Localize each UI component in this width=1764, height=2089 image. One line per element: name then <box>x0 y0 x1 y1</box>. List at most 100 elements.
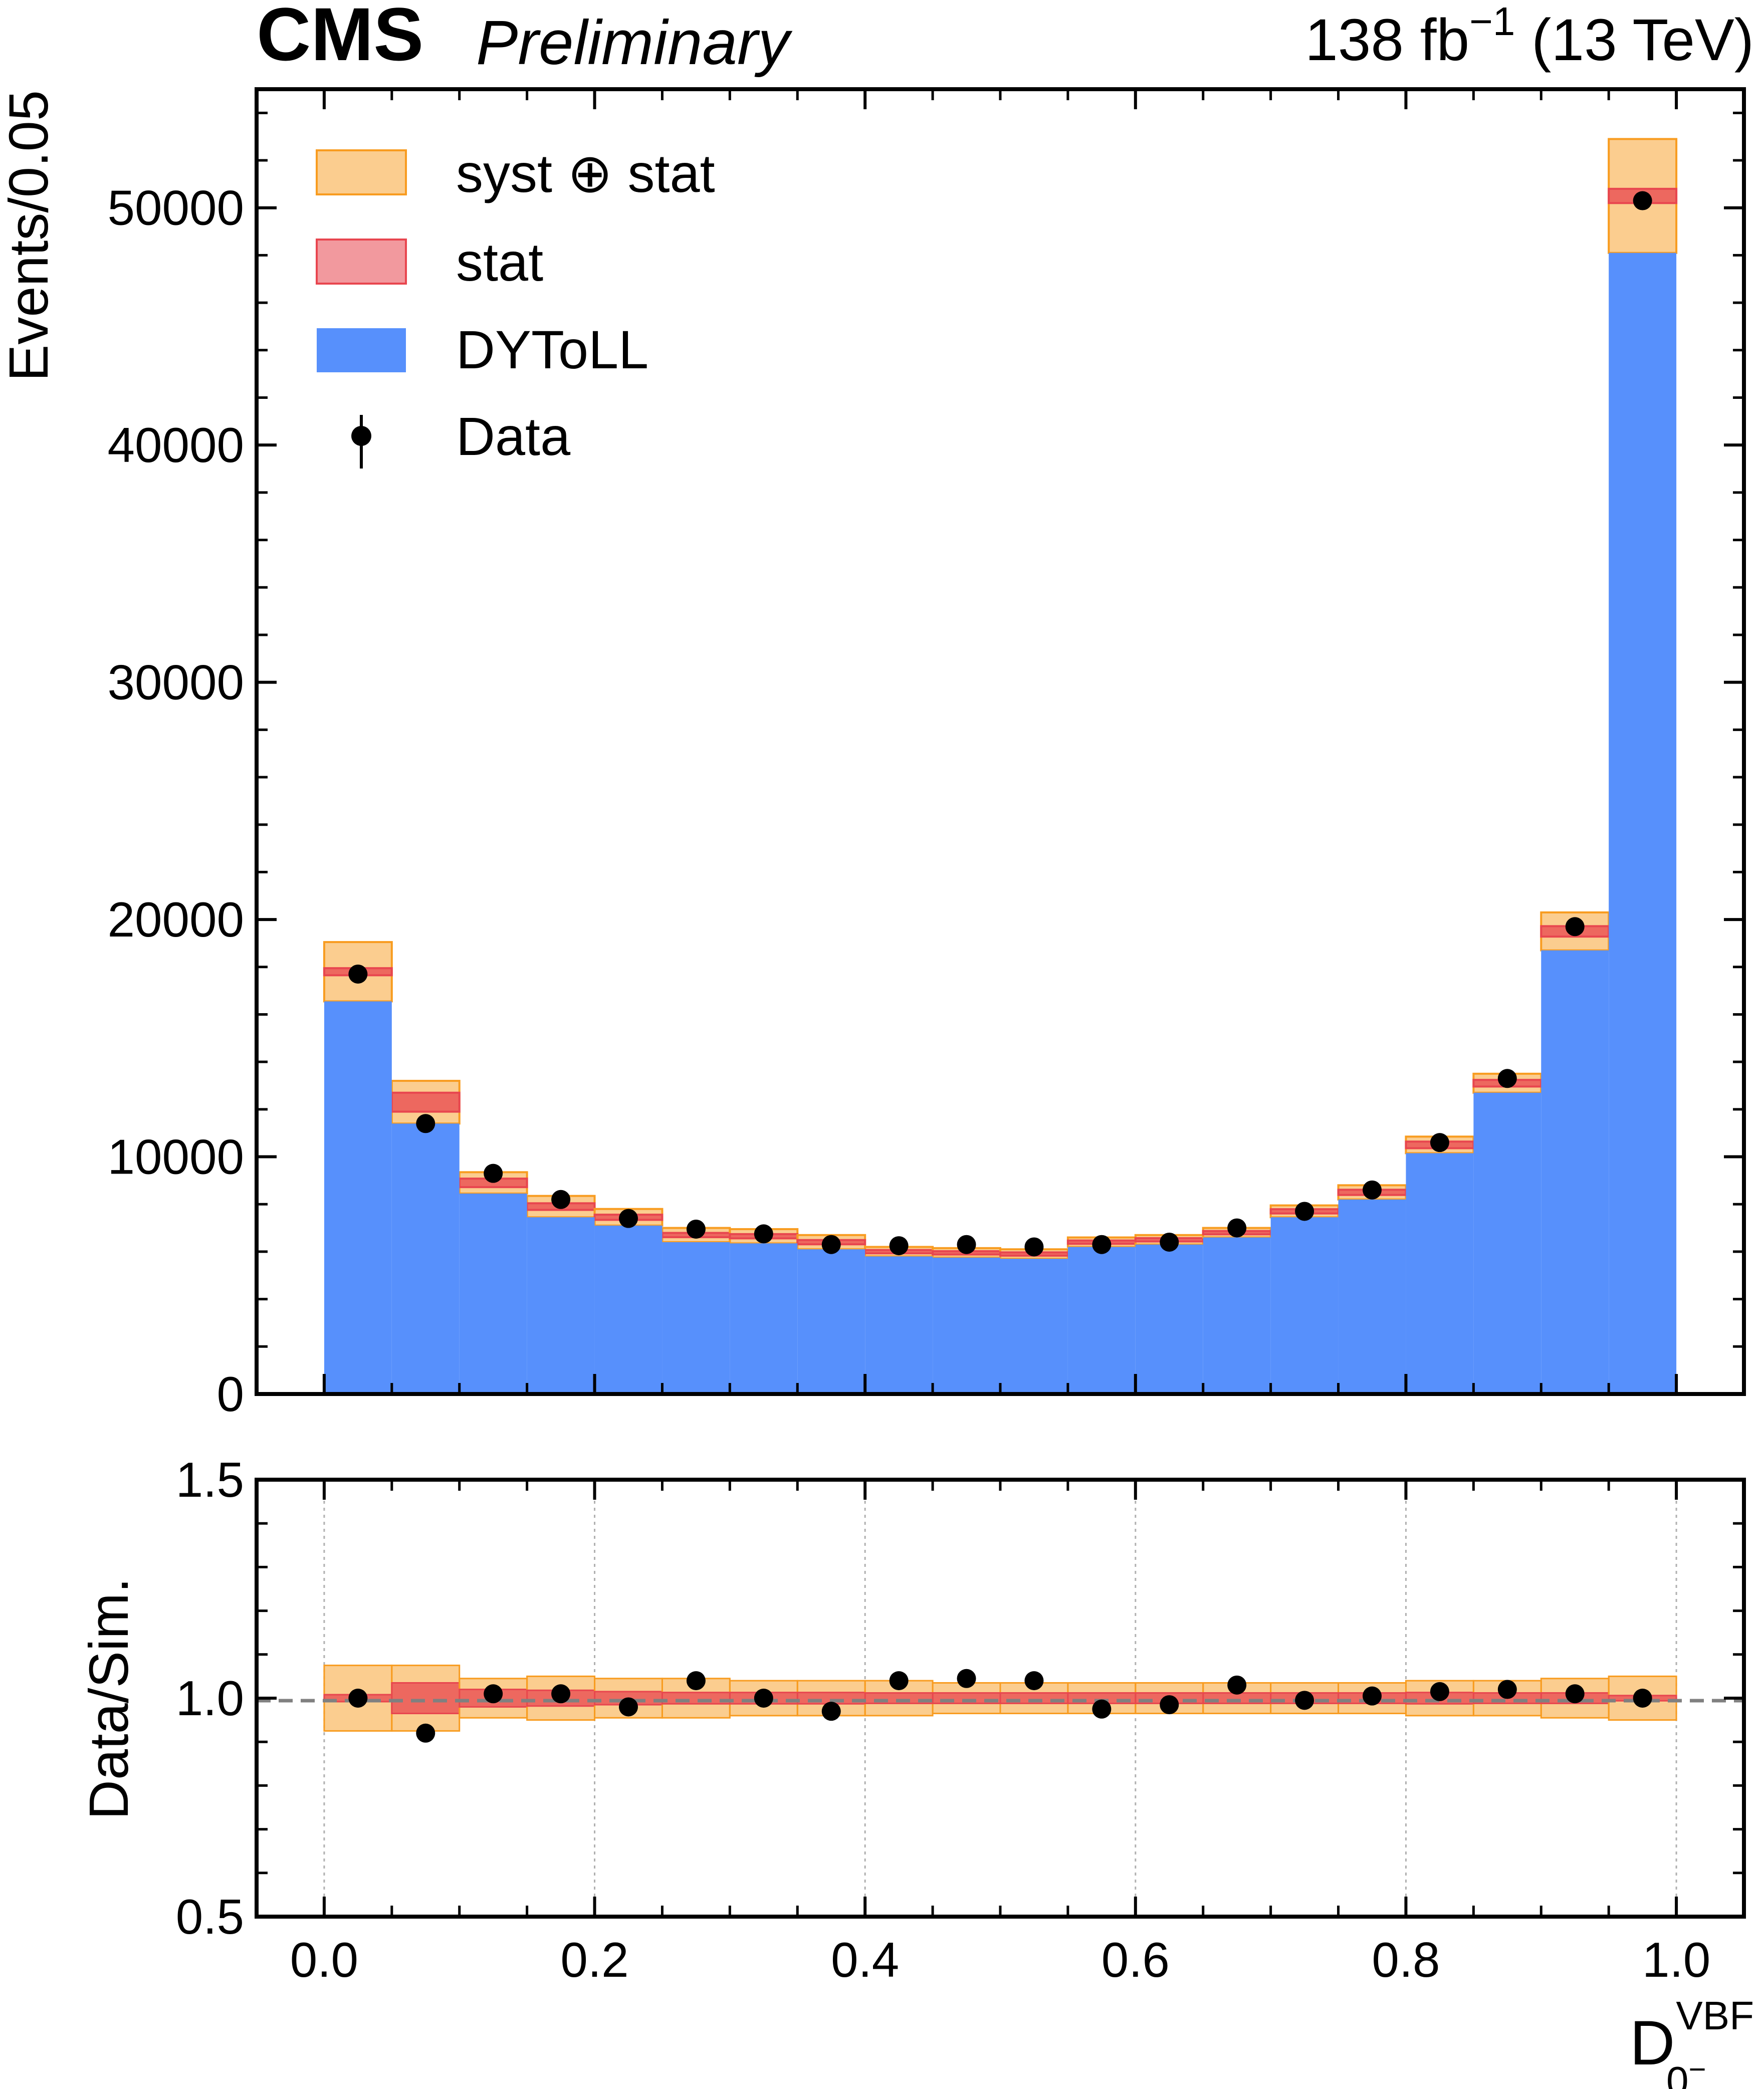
data-point <box>1295 1202 1314 1221</box>
ratio-data-point <box>957 1669 976 1688</box>
mc-bar <box>1067 1247 1136 1394</box>
ratio-y-tick-label: 0.5 <box>176 1889 244 1944</box>
ratio-data-point <box>484 1684 503 1704</box>
data-point <box>889 1236 909 1256</box>
data-point <box>1227 1218 1247 1238</box>
mc-bar <box>1000 1259 1068 1394</box>
ratio-y-tick-labels: 0.5 1.0 1.5 <box>176 1452 244 1944</box>
mc-bar <box>865 1256 933 1394</box>
data-point <box>416 1114 435 1133</box>
x-tick-label: 0.8 <box>1372 1932 1440 1987</box>
main-y-tick-label: 10000 <box>107 1129 244 1185</box>
mc-bar <box>391 1123 460 1394</box>
mc-bar <box>1473 1092 1541 1394</box>
ratio-data-point <box>416 1723 435 1743</box>
legend-data-marker <box>351 426 371 446</box>
ratio-data-point <box>1497 1680 1517 1699</box>
ratio-y-tick-label: 1.5 <box>176 1452 244 1507</box>
data-point <box>686 1219 706 1239</box>
mc-bar <box>1406 1153 1474 1394</box>
main-y-axis-title: Events/0.05 <box>0 90 60 381</box>
mc-bar <box>1541 950 1609 1394</box>
lumi-exponent: −1 <box>1469 0 1515 44</box>
lumi-energy: (13 TeV) <box>1515 7 1754 73</box>
data-point <box>1160 1232 1179 1252</box>
data-point <box>484 1164 503 1183</box>
data-point <box>1497 1069 1517 1088</box>
mc-bar <box>730 1243 798 1394</box>
legend-label-data: Data <box>456 406 571 467</box>
main-y-tick-label: 20000 <box>107 892 244 947</box>
luminosity-label: 138 fb−1 (13 TeV) <box>1305 0 1754 73</box>
legend-swatch-stat <box>316 239 407 285</box>
legend-swatch-syst-stat <box>316 149 407 195</box>
data-point <box>1633 191 1652 210</box>
data-point <box>348 964 368 984</box>
mc-bar <box>459 1193 527 1394</box>
cms-label: CMS <box>257 0 423 76</box>
data-points <box>348 191 1652 1257</box>
data-point <box>957 1235 976 1254</box>
stat-band-bin <box>390 1091 461 1113</box>
mc-bar <box>662 1242 730 1394</box>
x-tick-label: 0.0 <box>290 1932 358 1987</box>
main-y-tick-label: 0 <box>216 1366 244 1422</box>
data-point <box>1363 1180 1382 1200</box>
main-uncertainty-bands <box>323 138 1678 1260</box>
mc-bar <box>1338 1199 1406 1394</box>
mc-bar <box>1135 1244 1203 1394</box>
x-tick-label: 0.6 <box>1101 1932 1170 1987</box>
ratio-data-point <box>1565 1684 1585 1704</box>
ratio-data-point <box>1363 1686 1382 1706</box>
main-y-tick-labels: 0 10000 20000 30000 40000 50000 <box>107 180 244 1422</box>
data-point <box>619 1209 638 1228</box>
main-y-tick-label: 40000 <box>107 417 244 473</box>
main-y-tick-label: 30000 <box>107 655 244 710</box>
ratio-y-tick-label: 1.0 <box>176 1671 244 1726</box>
x-axis-title-subscript: 0 <box>1666 2058 1689 2089</box>
ratio-data-point <box>1227 1675 1247 1695</box>
ratio-data-point <box>551 1684 571 1704</box>
ratio-data-point <box>1633 1689 1652 1708</box>
mc-bar <box>797 1249 865 1394</box>
legend-swatch-mc <box>317 328 406 372</box>
ratio-data-point <box>1430 1682 1449 1701</box>
data-point <box>1024 1237 1044 1257</box>
data-point <box>1430 1133 1449 1152</box>
x-tick-label: 0.4 <box>831 1932 899 1987</box>
ratio-data-point <box>889 1671 909 1691</box>
x-axis-title-superscript: VBF <box>1676 1993 1754 2038</box>
ratio-data-point <box>1024 1671 1044 1691</box>
ratio-frame <box>255 1478 1746 1919</box>
mc-bar <box>594 1225 663 1394</box>
main-frame <box>255 87 1746 1396</box>
mc-bar <box>324 1001 392 1394</box>
legend-label-stat: stat <box>456 231 543 292</box>
main-y-tick-label: 50000 <box>107 180 244 236</box>
data-point <box>821 1235 841 1254</box>
ratio-uncertainty-bands <box>323 1665 1677 1732</box>
mc-bar <box>1203 1237 1271 1394</box>
x-tick-labels: 0.0 0.2 0.4 0.6 0.8 1.0 <box>290 1932 1710 1987</box>
legend-label-mc: DYToLL <box>456 319 648 380</box>
x-tick-label: 1.0 <box>1642 1932 1710 1987</box>
data-point <box>1092 1235 1112 1254</box>
preliminary-label: Preliminary <box>476 8 793 78</box>
x-tick-label: 0.2 <box>560 1932 628 1987</box>
data-point <box>754 1224 773 1244</box>
x-axis-title: DVBF 0− <box>1630 1993 1754 2089</box>
x-axis-title-subscript-sign: − <box>1689 2052 1706 2086</box>
ratio-data-point <box>1092 1699 1112 1719</box>
ratio-data-point <box>754 1689 773 1708</box>
ratio-data-point <box>1295 1691 1314 1710</box>
ratio-y-axis-title: Data/Sim. <box>78 1578 140 1820</box>
data-point <box>551 1190 571 1209</box>
ratio-data-point <box>619 1697 638 1717</box>
mc-histogram <box>324 253 1677 1395</box>
ratio-data-points <box>348 1669 1652 1743</box>
legend-label-syst-stat: syst ⊕ stat <box>456 143 715 203</box>
ratio-stat-band-bin <box>391 1682 461 1715</box>
mc-bar <box>527 1217 595 1394</box>
x-axis-title-base: D <box>1630 2008 1675 2078</box>
